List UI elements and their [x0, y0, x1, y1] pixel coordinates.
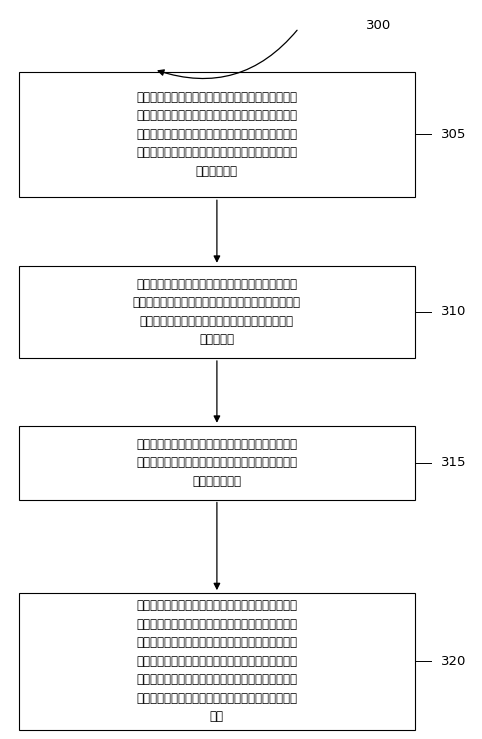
Text: 在校准模式下，在经由第二引脚接收到第二时钟的上
升沿时，将半导体芯片切换为输入模式，并且从上位
机接收校准数据: 在校准模式下，在经由第二引脚接收到第二时钟的上 升沿时，将半导体芯片切换为输入模… [136, 437, 297, 488]
Text: 315: 315 [441, 456, 467, 469]
Text: 320: 320 [441, 655, 467, 668]
Text: 300: 300 [366, 19, 391, 33]
FancyBboxPatch shape [19, 593, 415, 730]
Text: 310: 310 [441, 305, 467, 319]
Text: 在校准模式下，在经由半导体芯片的第二引脚接收到
第一时钟的上升沿时，将半导体芯片切换为输出模式，
并且经由第一引脚将半导体芯片的内部时钟频率发
送至上位机: 在校准模式下，在经由半导体芯片的第二引脚接收到 第一时钟的上升沿时，将半导体芯片… [133, 278, 301, 346]
Text: 在校准模式下，在通过第一引脚从上位机接收到编程
使能命令时，确定半导体芯片是否与上位机匹配；响
应于确定半导体芯片与上位机匹配，将通过第二引脚
从上位机接收到的: 在校准模式下，在通过第一引脚从上位机接收到编程 使能命令时，确定半导体芯片是否与… [136, 599, 297, 723]
Text: 在半导体芯片上电时，响应于确认经由半导体芯片的
第一引脚从上位机接收到的命令是预设字节，使半导
体芯片进入校准模式；响应于确认经由第一引脚从上
位机接收到的命令: 在半导体芯片上电时，响应于确认经由半导体芯片的 第一引脚从上位机接收到的命令是预… [136, 91, 297, 178]
Text: 305: 305 [441, 128, 467, 141]
FancyBboxPatch shape [19, 72, 415, 197]
FancyBboxPatch shape [19, 426, 415, 500]
FancyBboxPatch shape [19, 265, 415, 358]
